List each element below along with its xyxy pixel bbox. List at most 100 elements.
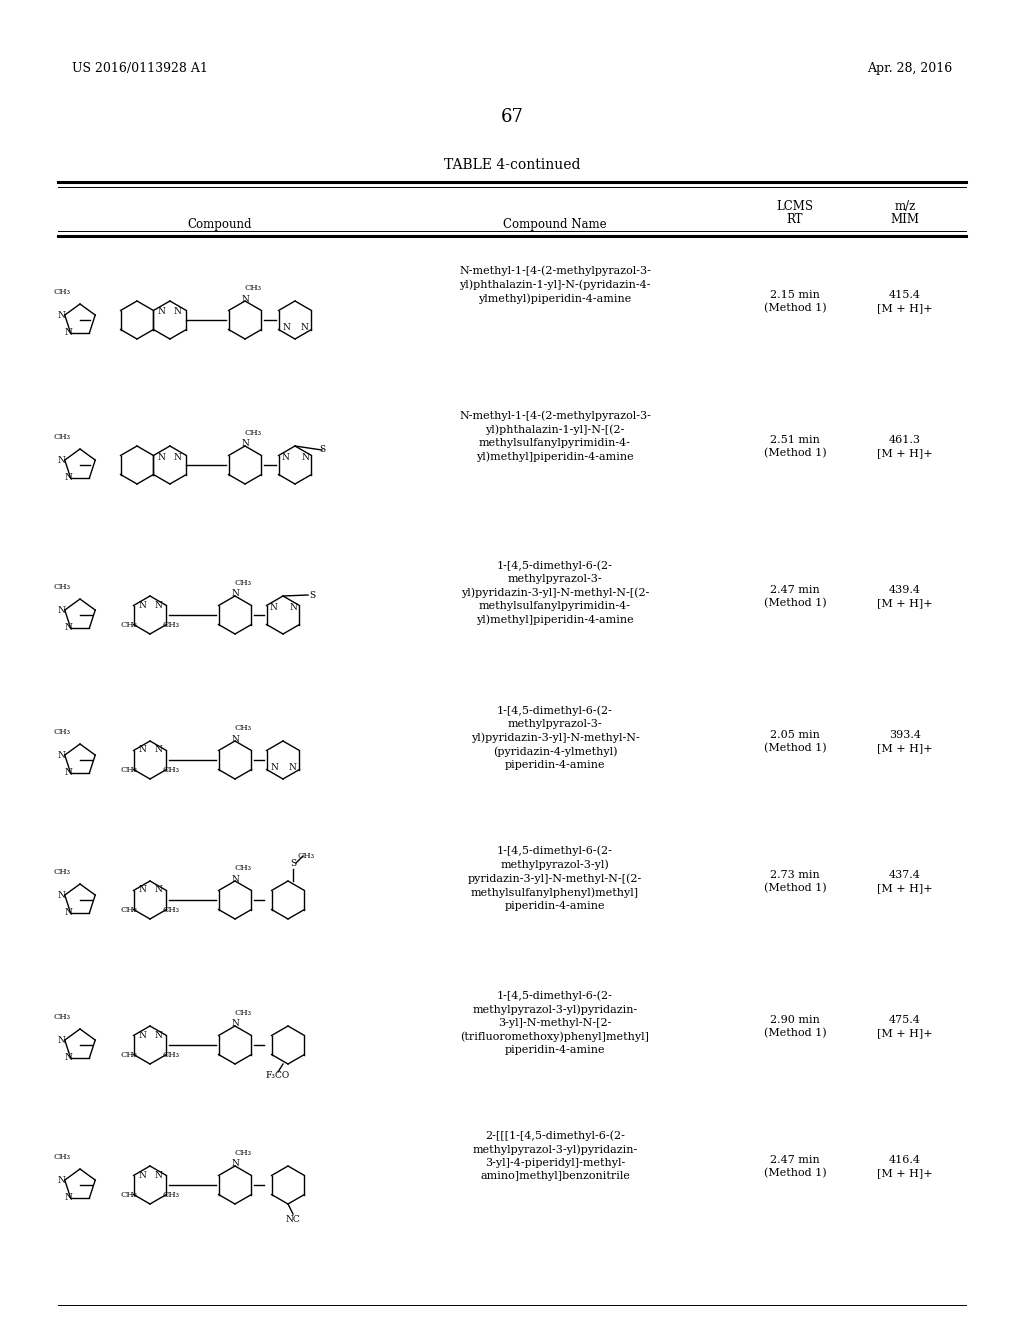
Text: N: N — [138, 1031, 146, 1040]
Text: 461.3
[M + H]+: 461.3 [M + H]+ — [878, 436, 933, 458]
Text: 437.4
[M + H]+: 437.4 [M + H]+ — [878, 870, 933, 894]
Text: N: N — [301, 453, 309, 462]
Text: 1-[4,5-dimethyl-6-(2-
methylpyrazol-3-
yl)pyridazin-3-yl]-N-methyl-N-
(pyridazin: 1-[4,5-dimethyl-6-(2- methylpyrazol-3- y… — [471, 705, 639, 770]
Text: CH₃: CH₃ — [234, 865, 252, 873]
Text: N-methyl-1-[4-(2-methylpyrazol-3-
yl)phthalazin-1-yl]-N-(pyridazin-4-
ylmethyl)p: N-methyl-1-[4-(2-methylpyrazol-3- yl)pht… — [459, 265, 651, 304]
Text: N: N — [281, 453, 289, 462]
Text: 67: 67 — [501, 108, 523, 125]
Text: S: S — [309, 590, 315, 599]
Text: CH₃: CH₃ — [163, 1051, 179, 1059]
Text: CH₃: CH₃ — [163, 620, 179, 630]
Text: Apr. 28, 2016: Apr. 28, 2016 — [866, 62, 952, 75]
Text: N: N — [154, 1031, 162, 1040]
Text: N: N — [231, 1019, 239, 1028]
Text: S: S — [318, 446, 325, 454]
Text: N: N — [65, 623, 73, 632]
Text: CH₃: CH₃ — [53, 869, 71, 876]
Text: m/z: m/z — [894, 201, 915, 213]
Text: CH₃: CH₃ — [53, 1012, 71, 1020]
Text: N: N — [241, 294, 249, 304]
Text: CH₃: CH₃ — [53, 729, 71, 737]
Text: 2.73 min
(Method 1): 2.73 min (Method 1) — [764, 870, 826, 894]
Text: N: N — [57, 455, 66, 465]
Text: N: N — [138, 886, 146, 895]
Text: CH₃: CH₃ — [163, 1191, 179, 1199]
Text: N: N — [231, 590, 239, 598]
Text: 1-[4,5-dimethyl-6-(2-
methylpyrazol-3-
yl)pyridazin-3-yl]-N-methyl-N-[(2-
methyl: 1-[4,5-dimethyl-6-(2- methylpyrazol-3- y… — [461, 560, 649, 624]
Text: N: N — [138, 746, 146, 755]
Text: N: N — [282, 323, 290, 333]
Text: N: N — [57, 891, 66, 899]
Text: N: N — [154, 1171, 162, 1180]
Text: N: N — [154, 746, 162, 755]
Text: N: N — [57, 1176, 66, 1184]
Text: N: N — [57, 1036, 66, 1044]
Text: N: N — [65, 1193, 73, 1203]
Text: N: N — [65, 329, 73, 338]
Text: CH₃: CH₃ — [234, 723, 252, 733]
Text: N-methyl-1-[4-(2-methylpyrazol-3-
yl)phthalazin-1-yl]-N-[(2-
methylsulfanylpyrim: N-methyl-1-[4-(2-methylpyrazol-3- yl)pht… — [459, 411, 651, 462]
Text: RT: RT — [786, 213, 803, 226]
Text: N: N — [65, 474, 73, 482]
Text: CH₃: CH₃ — [234, 1148, 252, 1158]
Text: CH₃: CH₃ — [245, 429, 261, 437]
Text: CH₃: CH₃ — [121, 1051, 137, 1059]
Text: 439.4
[M + H]+: 439.4 [M + H]+ — [878, 585, 933, 609]
Text: N: N — [138, 601, 146, 610]
Text: 2.90 min
(Method 1): 2.90 min (Method 1) — [764, 1015, 826, 1039]
Text: 2.15 min
(Method 1): 2.15 min (Method 1) — [764, 290, 826, 314]
Text: N: N — [231, 1159, 239, 1168]
Text: 416.4
[M + H]+: 416.4 [M + H]+ — [878, 1155, 933, 1179]
Text: 2.51 min
(Method 1): 2.51 min (Method 1) — [764, 436, 826, 458]
Text: 2.47 min
(Method 1): 2.47 min (Method 1) — [764, 1155, 826, 1179]
Text: CH₃: CH₃ — [53, 288, 71, 296]
Text: CH₃: CH₃ — [234, 1008, 252, 1016]
Text: N: N — [57, 310, 66, 319]
Text: LCMS: LCMS — [776, 201, 813, 213]
Text: N: N — [300, 323, 308, 333]
Text: N: N — [57, 751, 66, 759]
Text: 2.47 min
(Method 1): 2.47 min (Method 1) — [764, 585, 826, 609]
Text: NC: NC — [286, 1214, 300, 1224]
Text: F₃CO: F₃CO — [266, 1072, 290, 1081]
Text: N: N — [241, 440, 249, 449]
Text: US 2016/0113928 A1: US 2016/0113928 A1 — [72, 62, 208, 75]
Text: 2-[[[1-[4,5-dimethyl-6-(2-
methylpyrazol-3-yl)pyridazin-
3-yl]-4-piperidyl]-meth: 2-[[[1-[4,5-dimethyl-6-(2- methylpyrazol… — [472, 1130, 638, 1181]
Text: N: N — [158, 453, 166, 462]
Text: CH₃: CH₃ — [298, 851, 314, 861]
Text: N: N — [288, 763, 296, 772]
Text: CH₃: CH₃ — [53, 1152, 71, 1162]
Text: S: S — [290, 858, 296, 867]
Text: CH₃: CH₃ — [53, 433, 71, 441]
Text: CH₃: CH₃ — [163, 906, 179, 913]
Text: CH₃: CH₃ — [234, 579, 252, 587]
Text: 415.4
[M + H]+: 415.4 [M + H]+ — [878, 290, 933, 313]
Text: N: N — [65, 768, 73, 777]
Text: N: N — [154, 886, 162, 895]
Text: N: N — [65, 908, 73, 917]
Text: Compound Name: Compound Name — [503, 218, 607, 231]
Text: N: N — [154, 601, 162, 610]
Text: 1-[4,5-dimethyl-6-(2-
methylpyrazol-3-yl)pyridazin-
3-yl]-N-methyl-N-[2-
(triflu: 1-[4,5-dimethyl-6-(2- methylpyrazol-3-yl… — [461, 990, 649, 1055]
Text: CH₃: CH₃ — [245, 284, 261, 292]
Text: N: N — [269, 602, 276, 611]
Text: N: N — [270, 763, 278, 772]
Text: N: N — [231, 734, 239, 743]
Text: N: N — [231, 874, 239, 883]
Text: CH₃: CH₃ — [121, 1191, 137, 1199]
Text: CH₃: CH₃ — [121, 620, 137, 630]
Text: N: N — [289, 602, 297, 611]
Text: 1-[4,5-dimethyl-6-(2-
methylpyrazol-3-yl)
pyridazin-3-yl]-N-methyl-N-[(2-
methyl: 1-[4,5-dimethyl-6-(2- methylpyrazol-3-yl… — [468, 845, 642, 911]
Text: CH₃: CH₃ — [121, 906, 137, 913]
Text: 393.4
[M + H]+: 393.4 [M + H]+ — [878, 730, 933, 754]
Text: MIM: MIM — [891, 213, 920, 226]
Text: CH₃: CH₃ — [163, 766, 179, 774]
Text: Compound: Compound — [187, 218, 252, 231]
Text: 475.4
[M + H]+: 475.4 [M + H]+ — [878, 1015, 933, 1039]
Text: CH₃: CH₃ — [121, 766, 137, 774]
Text: TABLE 4-continued: TABLE 4-continued — [443, 158, 581, 172]
Text: 2.05 min
(Method 1): 2.05 min (Method 1) — [764, 730, 826, 754]
Text: N: N — [57, 606, 66, 615]
Text: N: N — [65, 1053, 73, 1063]
Text: N: N — [138, 1171, 146, 1180]
